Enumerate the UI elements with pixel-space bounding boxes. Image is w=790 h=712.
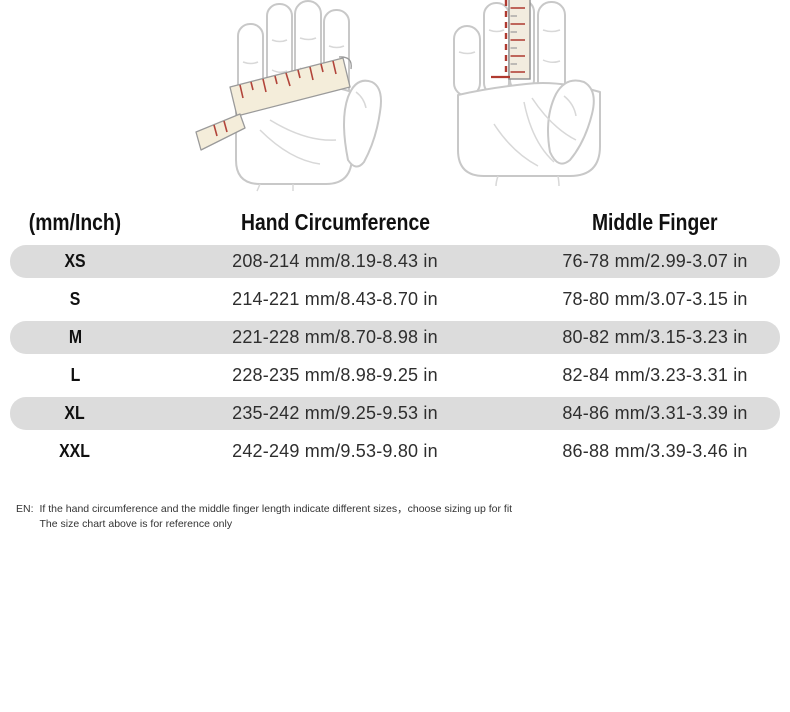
size-cell: M [68, 327, 82, 347]
middle-finger-cell: 78-80 mm/3.07-3.15 in [562, 289, 748, 309]
hand-circumference-cell: 228-235 mm/8.98-9.25 in [232, 365, 438, 385]
table-row-xs: XS 208-214 mm/8.19-8.43 in 76-78 mm/2.99… [10, 245, 780, 278]
tape-measure [195, 56, 352, 151]
table-row-l: L 228-235 mm/8.98-9.25 in 82-84 mm/3.23-… [10, 359, 780, 392]
ruler-minor-ticks [510, 15, 517, 65]
hand-crease-lines [458, 29, 577, 187]
middle-finger-illustration [453, 0, 601, 187]
table-row-xxl: XXL 242-249 mm/9.53-9.80 in 86-88 mm/3.3… [10, 435, 780, 468]
middle-finger-cell: 84-86 mm/3.31-3.39 in [562, 403, 748, 423]
tape-tick-marks [239, 60, 337, 99]
tape-measure-band [229, 57, 351, 117]
ruler-major-ticks [510, 7, 525, 73]
table-row-xl: XL 235-242 mm/9.25-9.53 in 84-86 mm/3.31… [10, 397, 780, 430]
footnote-language-prefix: EN: [16, 503, 34, 515]
column-header-middle-finger: Middle Finger [592, 208, 718, 235]
middle-finger-cell: 82-84 mm/3.23-3.31 in [562, 365, 748, 385]
middle-finger-cell: 80-82 mm/3.15-3.23 in [562, 327, 748, 347]
table-row-m: M 221-228 mm/8.70-8.98 in 80-82 mm/3.15-… [10, 321, 780, 354]
finger-ruler [491, 0, 531, 80]
size-cell: L [70, 365, 80, 385]
size-cell: S [69, 289, 81, 309]
hand-circumference-cell: 208-214 mm/8.19-8.43 in [232, 251, 438, 271]
middle-finger-cell: 76-78 mm/2.99-3.07 in [562, 251, 748, 271]
tape-measure-end [195, 113, 246, 151]
hand-circumference-illustration [195, 0, 382, 192]
footnote-line-1: If the hand circumference and the middle… [39, 503, 513, 515]
size-cell: XS [64, 251, 86, 271]
size-chart-table: XS 208-214 mm/8.19-8.43 in 76-78 mm/2.99… [10, 245, 780, 473]
hand-circumference-cell: 242-249 mm/9.53-9.80 in [232, 441, 438, 461]
footnote: EN: If the hand circumference and the mi… [16, 502, 512, 532]
column-header-size: (mm/Inch) [28, 208, 122, 235]
table-row-s: S 214-221 mm/8.43-8.70 in 78-80 mm/3.07-… [10, 283, 780, 316]
column-header-hand-circumference: Hand Circumference [240, 208, 430, 235]
size-cell: XXL [59, 441, 91, 461]
hand-circumference-cell: 214-221 mm/8.43-8.70 in [232, 289, 438, 309]
hand-circumference-cell: 221-228 mm/8.70-8.98 in [232, 327, 438, 347]
middle-finger-cell: 86-88 mm/3.39-3.46 in [562, 441, 748, 461]
hand-circumference-cell: 235-242 mm/9.25-9.53 in [232, 403, 438, 423]
size-cell: XL [64, 403, 86, 423]
footnote-line-2: The size chart above is for reference on… [39, 518, 233, 530]
table-header-row: (mm/Inch) Hand Circumference Middle Fing… [10, 204, 780, 240]
